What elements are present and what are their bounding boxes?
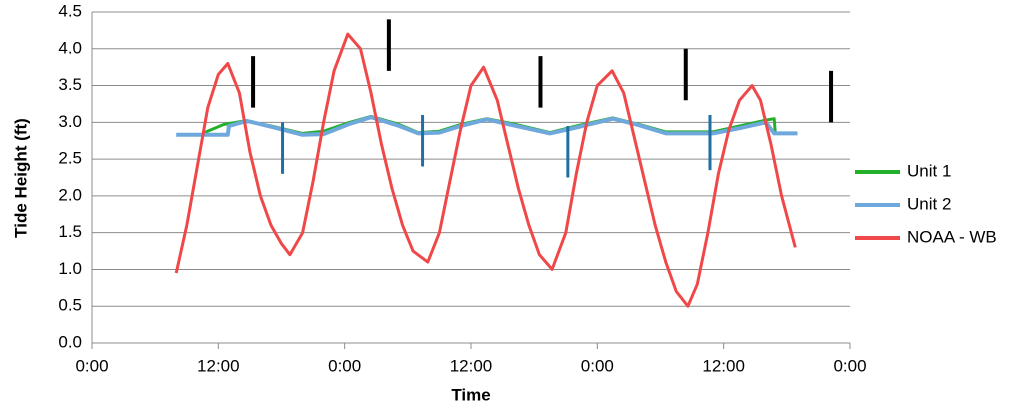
- x-axis-label: Time: [451, 385, 490, 404]
- y-tick-label: 3.0: [58, 112, 82, 131]
- legend-label: Unit 1: [907, 161, 951, 180]
- x-tick-label: 0:00: [833, 356, 866, 375]
- y-tick-label: 3.5: [58, 75, 82, 94]
- series-line: [176, 115, 798, 137]
- series-line: [174, 32, 797, 308]
- x-tick-label: 0:00: [581, 356, 614, 375]
- x-tick-label: 12:00: [197, 356, 240, 375]
- y-tick-label: 0.5: [58, 296, 82, 315]
- y-tick-label: 1.5: [58, 222, 82, 241]
- y-tick-label: 4.0: [58, 38, 82, 57]
- y-tick-label: 4.5: [58, 1, 82, 20]
- y-tick-label: 0.0: [58, 332, 82, 351]
- x-tick-label: 0:00: [328, 356, 361, 375]
- y-tick-label: 2.5: [58, 149, 82, 168]
- legend-label: NOAA - WB: [907, 227, 997, 246]
- y-tick-label: 1.0: [58, 259, 82, 278]
- x-tick-label: 12:00: [702, 356, 745, 375]
- y-tick-label: 2.0: [58, 185, 82, 204]
- x-tick-label: 12:00: [450, 356, 493, 375]
- legend-label: Unit 2: [907, 194, 951, 213]
- y-axis-label: Tide Height (ft): [11, 118, 30, 238]
- x-tick-label: 0:00: [75, 356, 108, 375]
